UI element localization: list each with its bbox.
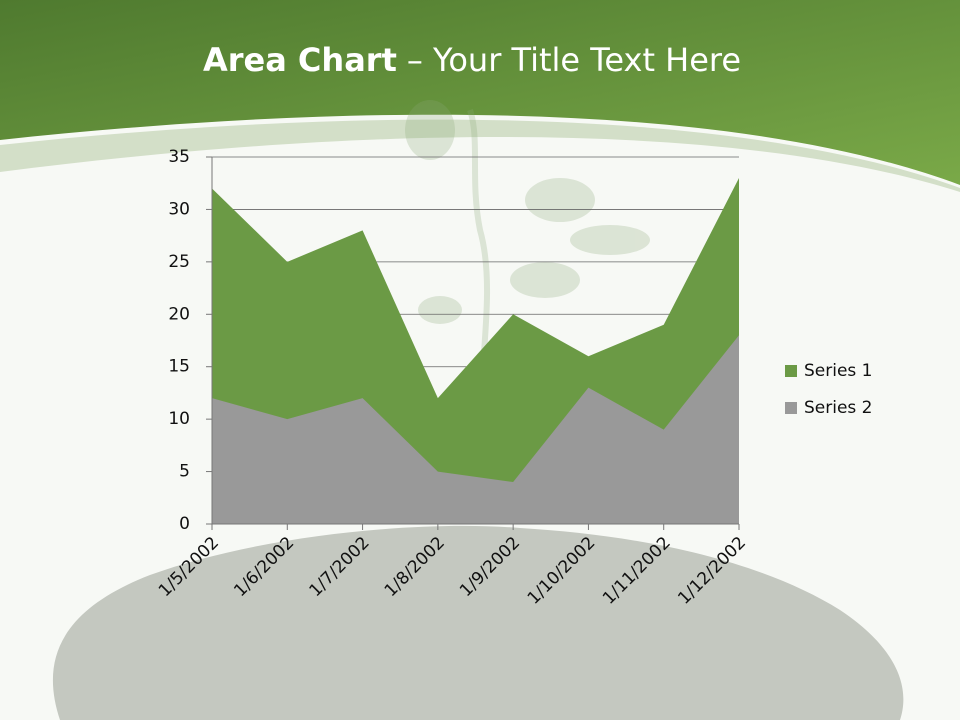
header-band — [0, 0, 960, 185]
y-tick-label: 20 — [168, 304, 190, 324]
y-tick-label: 25 — [168, 252, 190, 272]
y-tick-label: 35 — [168, 147, 190, 167]
title-rest: – Your Title Text Here — [407, 41, 741, 79]
area — [212, 335, 739, 524]
swoosh — [0, 119, 960, 192]
soil — [52, 525, 904, 720]
y-tick-label: 10 — [168, 409, 190, 429]
title-bold: Area Chart — [203, 41, 397, 79]
y-tick-label: 15 — [168, 357, 190, 377]
legend-swatch — [785, 402, 797, 414]
legend-swatch — [785, 365, 797, 377]
y-tick-label: 0 — [179, 514, 190, 534]
legend-label: Series 1 — [804, 361, 873, 381]
legend-label: Series 2 — [804, 398, 873, 418]
slide-title: Area Chart – Your Title Text Here — [203, 41, 741, 79]
y-tick-label: 30 — [168, 199, 190, 219]
y-tick-label: 5 — [179, 462, 190, 482]
plant — [405, 100, 650, 521]
